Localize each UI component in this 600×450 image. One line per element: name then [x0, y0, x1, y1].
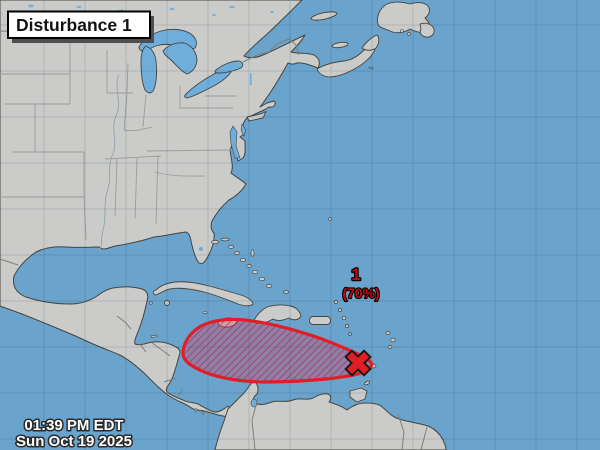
puerto-rico	[309, 316, 331, 325]
isle-of-youth	[164, 300, 170, 306]
disturbance-number-label: 1	[351, 265, 360, 284]
lake-michigan	[140, 45, 158, 94]
avalon-peninsula	[419, 22, 435, 38]
page-title: Disturbance 1	[16, 15, 132, 35]
lake-erie	[184, 69, 232, 99]
genesis-area-outline	[181, 317, 374, 384]
lake-okeechobee	[198, 246, 204, 252]
cape-breton	[361, 34, 380, 51]
tobago	[363, 380, 371, 386]
anticosti-island	[310, 11, 338, 21]
genesis-area[interactable]	[181, 317, 374, 384]
timestamp-date: Sun Oct 19 2025	[16, 433, 132, 450]
prince-edward-island	[331, 41, 349, 49]
x-marker-icon[interactable]	[340, 345, 377, 382]
title-box-frame	[7, 10, 151, 39]
lake-ontario	[214, 60, 244, 74]
state-borders	[0, 33, 237, 241]
mississippi-river	[99, 73, 120, 251]
lakes	[14, 4, 274, 408]
timestamp-time: 01:39 PM EDT	[24, 417, 123, 434]
small-islands	[149, 29, 411, 415]
timestamp: 01:39 PM EDT Sun Oct 19 2025	[15, 416, 134, 450]
newfoundland	[377, 1, 431, 34]
bahamas-islands	[211, 237, 289, 294]
disturbance-probability-label: (70%)	[342, 285, 379, 301]
south-america-landmass	[214, 380, 447, 450]
north-america-landmass	[0, 0, 320, 418]
title-box: Disturbance 1	[7, 10, 154, 43]
landmasses	[0, 0, 447, 450]
trinidad	[349, 387, 368, 403]
delaware-bay	[240, 123, 247, 137]
lake-huron	[162, 42, 198, 75]
cuba	[152, 281, 254, 307]
chesapeake-bay	[229, 125, 241, 159]
long-island	[246, 111, 267, 122]
genesis-area-hatch	[182, 319, 372, 382]
